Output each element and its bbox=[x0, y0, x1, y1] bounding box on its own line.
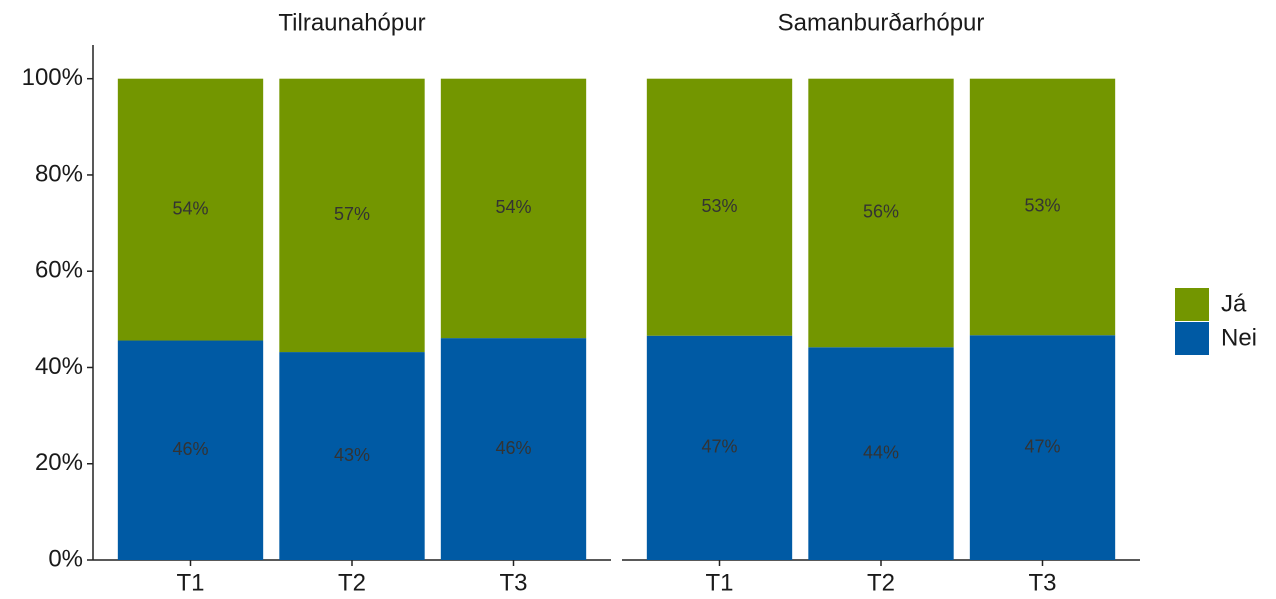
panel-title: Tilraunahópur bbox=[278, 9, 425, 36]
value-label: 53% bbox=[1024, 196, 1060, 216]
bar-segment bbox=[279, 78, 425, 353]
legend-key bbox=[1175, 288, 1209, 321]
value-label: 47% bbox=[1024, 436, 1060, 456]
bar-segment bbox=[808, 347, 954, 560]
y-tick-label: 60% bbox=[35, 257, 83, 284]
bar-segment bbox=[969, 335, 1116, 560]
x-tick-label: T1 bbox=[176, 569, 204, 596]
y-tick-label: 80% bbox=[35, 160, 83, 187]
bar-segment bbox=[117, 340, 264, 560]
x-tick-label: T1 bbox=[705, 569, 733, 596]
value-label: 53% bbox=[701, 196, 737, 216]
legend-label: Nei bbox=[1221, 324, 1257, 351]
value-label: 46% bbox=[495, 438, 531, 458]
bar-segment bbox=[279, 352, 425, 560]
bar-segment bbox=[969, 78, 1116, 336]
x-tick-label: T3 bbox=[1028, 569, 1056, 596]
y-tick-label: 40% bbox=[35, 353, 83, 380]
value-label: 47% bbox=[701, 437, 737, 457]
x-tick-label: T2 bbox=[867, 569, 895, 596]
value-label: 54% bbox=[495, 197, 531, 217]
value-label: 57% bbox=[334, 204, 370, 224]
value-label: 56% bbox=[863, 202, 899, 222]
value-label: 44% bbox=[863, 442, 899, 462]
x-tick-label: T3 bbox=[499, 569, 527, 596]
legend-key bbox=[1175, 322, 1209, 355]
legend-label: Já bbox=[1221, 290, 1247, 317]
bar-segment bbox=[808, 78, 954, 348]
bar-segment bbox=[440, 78, 587, 339]
panel-title: Samanburðarhópur bbox=[778, 9, 985, 36]
y-tick-label: 20% bbox=[35, 449, 83, 476]
value-label: 46% bbox=[172, 439, 208, 459]
value-label: 43% bbox=[334, 445, 370, 465]
bar-segment bbox=[646, 335, 793, 560]
value-label: 54% bbox=[172, 198, 208, 218]
y-tick-label: 100% bbox=[22, 64, 83, 91]
bar-segment bbox=[646, 78, 793, 336]
bar-segment bbox=[440, 338, 587, 560]
bar-segment bbox=[117, 78, 264, 341]
x-tick-label: T2 bbox=[338, 569, 366, 596]
y-tick-label: 0% bbox=[48, 545, 83, 572]
